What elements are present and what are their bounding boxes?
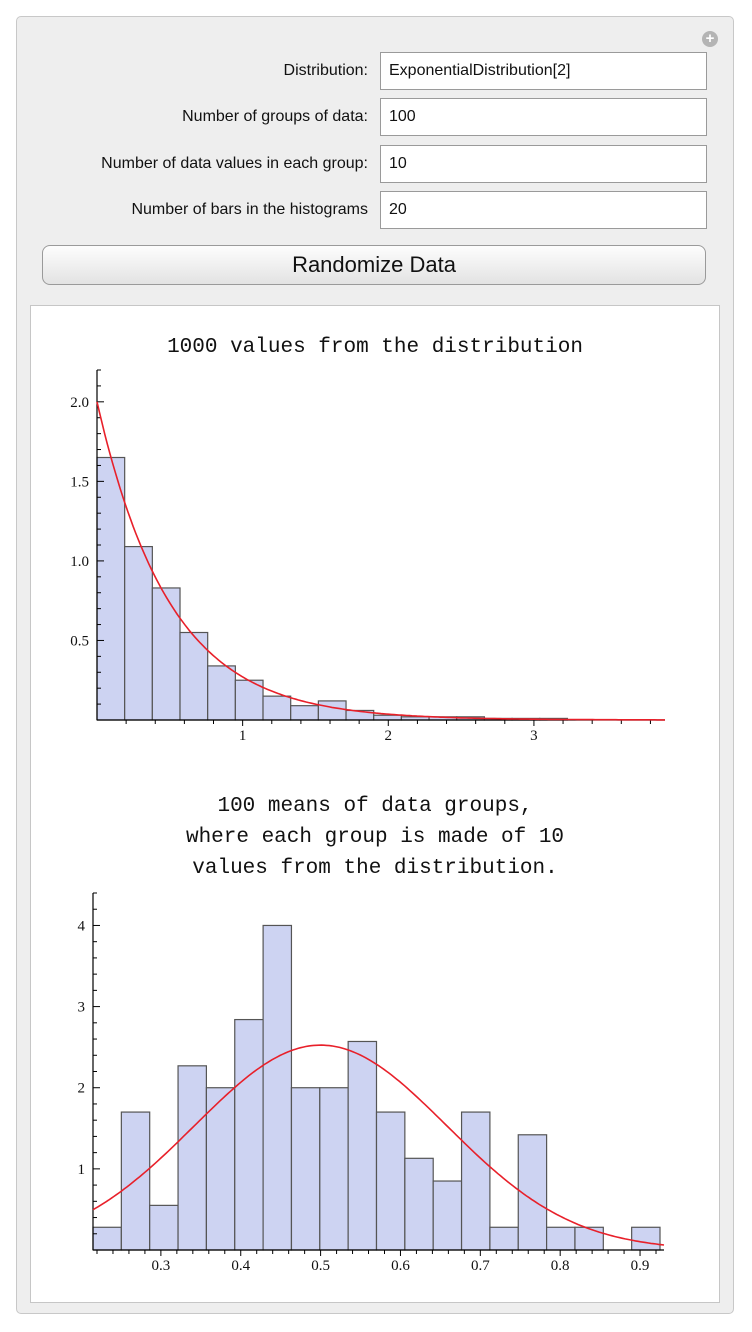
control-row-groups: Number of groups of data: — [0, 98, 752, 136]
chart2-x-tick-label: 0.6 — [391, 1258, 410, 1274]
chart2-x-tick-label: 0.4 — [231, 1258, 250, 1274]
chart2-y-tick-label: 4 — [78, 918, 86, 934]
chart1-x-tick-label: 1 — [239, 728, 247, 744]
chart2-bar — [404, 1157, 434, 1251]
control-row-values: Number of data values in each group: — [0, 145, 752, 183]
chart2-bar — [432, 1180, 463, 1251]
chart2-x-tick-label: 0.8 — [551, 1258, 570, 1274]
chart1-bar — [124, 545, 153, 721]
chart1-x-tick-label: 2 — [385, 728, 393, 744]
chart1-bar — [290, 705, 319, 721]
chart2-bar — [177, 1065, 208, 1251]
plus-icon[interactable]: + — [702, 31, 718, 47]
chart2-bar — [375, 1111, 406, 1251]
control-row-distribution: Distribution: — [0, 52, 752, 90]
chart2-y-tick-label: 3 — [78, 1000, 86, 1016]
chart2-bar — [205, 1087, 236, 1251]
chart2-x-tick-label: 0.3 — [152, 1258, 171, 1274]
chart2-x-tick-label: 0.9 — [631, 1258, 650, 1274]
chart2-bar — [262, 924, 293, 1251]
values-per-group-label: Number of data values in each group: — [101, 155, 368, 172]
chart2-bar — [460, 1111, 491, 1251]
chart2-bar — [631, 1226, 661, 1251]
chart2-bar — [546, 1226, 576, 1251]
bars-input[interactable] — [380, 191, 707, 229]
distribution-label: Distribution: — [283, 62, 368, 79]
chart2-bar — [574, 1226, 604, 1251]
chart2-x-tick-label: 0.7 — [471, 1258, 490, 1274]
distribution-input[interactable] — [380, 52, 707, 90]
chart1-y-tick-label: 1.0 — [70, 554, 89, 570]
chart2-title-line-3: values from the distribution. — [192, 857, 558, 880]
randomize-data-button[interactable]: Randomize Data — [42, 245, 706, 285]
chart2-y-tick-label: 2 — [78, 1081, 86, 1097]
chart1-bar — [207, 665, 236, 721]
values-per-group-input[interactable] — [380, 145, 707, 183]
chart2-title-line-1: 100 means of data groups, — [217, 795, 533, 818]
groups-input[interactable] — [380, 98, 707, 136]
chart2-bar — [92, 1226, 122, 1251]
groups-label: Number of groups of data: — [182, 108, 368, 125]
chart1-bar — [234, 679, 264, 721]
chart2-bar — [234, 1018, 264, 1251]
chart1-bar — [151, 587, 181, 721]
chart1-bar — [262, 695, 292, 721]
chart1-bar — [317, 700, 347, 721]
chart1-bar — [373, 714, 402, 721]
chart2-bar — [319, 1087, 349, 1251]
chart2-title-line-2: where each group is made of 10 — [185, 826, 565, 849]
chart2-bar — [290, 1087, 321, 1251]
chart1-y-tick-label: 0.5 — [70, 633, 89, 649]
chart1-bar — [96, 456, 126, 721]
chart2-density-curve — [92, 1044, 665, 1246]
chart2-bar — [489, 1226, 519, 1251]
chart1-y-tick-label: 2.0 — [70, 395, 89, 411]
chart2-y-tick-label: 1 — [78, 1162, 86, 1178]
chart2-bar — [149, 1204, 179, 1251]
chart2-bar — [347, 1040, 378, 1251]
chart1-x-tick-label: 3 — [530, 728, 538, 744]
bars-label: Number of bars in the histograms — [131, 201, 368, 218]
control-row-bars: Number of bars in the histograms — [0, 191, 752, 229]
chart1-density-curve — [96, 401, 665, 721]
chart1-title: 1000 values from the distribution — [167, 336, 583, 359]
chart1-y-tick-label: 1.5 — [70, 474, 89, 490]
chart2-x-tick-label: 0.5 — [311, 1258, 330, 1274]
